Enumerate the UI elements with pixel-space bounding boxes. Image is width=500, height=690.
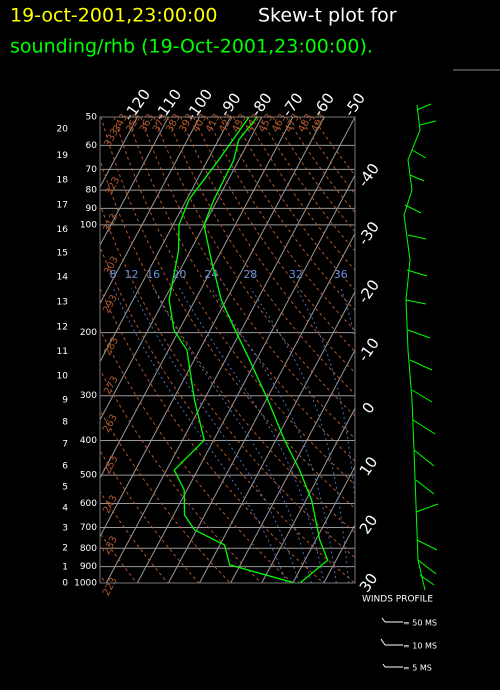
data — [168, 117, 329, 583]
isotherm — [230, 348, 355, 583]
title-date: 19-oct-2001,23:00:00 — [10, 5, 218, 27]
y-tick-label: 50 — [86, 113, 98, 123]
moist-adiabat-label: 32 — [289, 268, 303, 281]
y-tick-label: 900 — [80, 562, 97, 572]
height-tick-label: 1 — [62, 563, 68, 573]
height-tick-label: 14 — [57, 273, 69, 283]
y-tick-label: 700 — [80, 523, 97, 533]
isotherm — [100, 117, 201, 305]
y-tick-label: 300 — [80, 391, 97, 401]
title-text: Skew-t plot for — [258, 5, 397, 27]
isotherm — [100, 117, 325, 538]
y-tick-label: 60 — [86, 141, 98, 151]
height-tick-label: 11 — [57, 347, 68, 357]
y-tick-label: 1000 — [74, 579, 97, 589]
dry-adiabat — [100, 158, 355, 534]
wind-legend-title: WINDS PROFILE — [362, 595, 433, 605]
height-tick-label: 0 — [62, 579, 68, 589]
isotherm — [261, 407, 355, 583]
moist-adiabat-label: 28 — [243, 268, 257, 281]
moist-adiabat-label: 16 — [146, 268, 160, 281]
labels: 5060708090100200300400500600700800900100… — [57, 86, 383, 598]
dry-adiabat — [140, 117, 355, 440]
wind-legend-item: = 10 MS — [403, 642, 437, 651]
y-tick-label: 400 — [80, 436, 97, 446]
isotherm — [199, 290, 355, 583]
moist-adiabat — [249, 287, 350, 583]
height-tick-label: 3 — [62, 523, 68, 533]
sounding-line — [203, 117, 329, 583]
height-tick-label: 16 — [57, 225, 69, 235]
y-tick-label: 100 — [80, 220, 97, 230]
dry-adiabat — [100, 287, 324, 583]
subtitle: sounding/rhb (19-Oct-2001,23:00:00). — [10, 36, 373, 58]
dry-adiabat — [179, 117, 355, 374]
wind-legend-item: = 50 MS — [403, 619, 437, 628]
height-tick-label: 18 — [57, 176, 69, 186]
dry-adiabat — [100, 532, 138, 583]
y-tick-label: 500 — [80, 471, 97, 481]
dry-adiabat — [100, 328, 293, 583]
dry-adiabat — [100, 449, 200, 583]
height-tick-label: 5 — [62, 483, 68, 493]
height-tick-label: 10 — [57, 371, 69, 381]
wind-legend-barbs — [380, 617, 403, 668]
y-tick-label: 200 — [80, 328, 97, 338]
wind-barbs — [404, 103, 439, 586]
isotherm — [292, 465, 355, 583]
moist-adiabat-label: 36 — [334, 268, 348, 281]
dry-adiabat — [100, 490, 169, 583]
height-tick-label: 13 — [57, 297, 68, 307]
height-tick-label: 20 — [57, 124, 69, 134]
y-tick-label: 800 — [80, 544, 97, 554]
moist-adiabat-label: 8 — [110, 268, 117, 281]
height-tick-label: 8 — [62, 417, 68, 427]
plot-frame — [99, 116, 356, 584]
moist-adiabat — [112, 287, 288, 583]
moist-adiabat — [210, 287, 337, 583]
y-tick-label: 70 — [86, 165, 98, 175]
moist-adiabat — [152, 287, 312, 583]
height-tick-label: 9 — [62, 395, 68, 405]
isotherm — [100, 117, 294, 480]
isotherm — [105, 117, 355, 583]
height-tick-label: 12 — [57, 323, 68, 333]
isotherm — [136, 174, 355, 583]
y-tick-label: 600 — [80, 499, 97, 509]
wind-legend-item: = 5 MS — [403, 664, 432, 673]
sounding-line — [168, 117, 295, 583]
dry-adiabat — [100, 245, 355, 583]
height-tick-label: 17 — [57, 200, 68, 210]
isotherm — [100, 117, 169, 247]
y-tick-label: 80 — [86, 186, 98, 196]
moist-adiabat-label: 20 — [172, 268, 186, 281]
height-tick-label: 15 — [57, 249, 68, 259]
y-tick-label: 90 — [86, 204, 98, 214]
dry-adiabat — [153, 117, 355, 417]
height-tick-label: 6 — [62, 461, 68, 471]
moist-adiabat — [131, 287, 300, 583]
isotherm — [100, 117, 232, 363]
height-tick-label: 4 — [62, 503, 68, 513]
moist-adiabat-label: 12 — [124, 268, 138, 281]
height-tick-label: 2 — [62, 543, 68, 553]
height-tick-label: 19 — [57, 151, 69, 161]
isotherm — [100, 117, 263, 422]
height-tick-label: 7 — [62, 439, 68, 449]
grid — [100, 117, 355, 583]
dry-adiabat — [113, 117, 355, 486]
